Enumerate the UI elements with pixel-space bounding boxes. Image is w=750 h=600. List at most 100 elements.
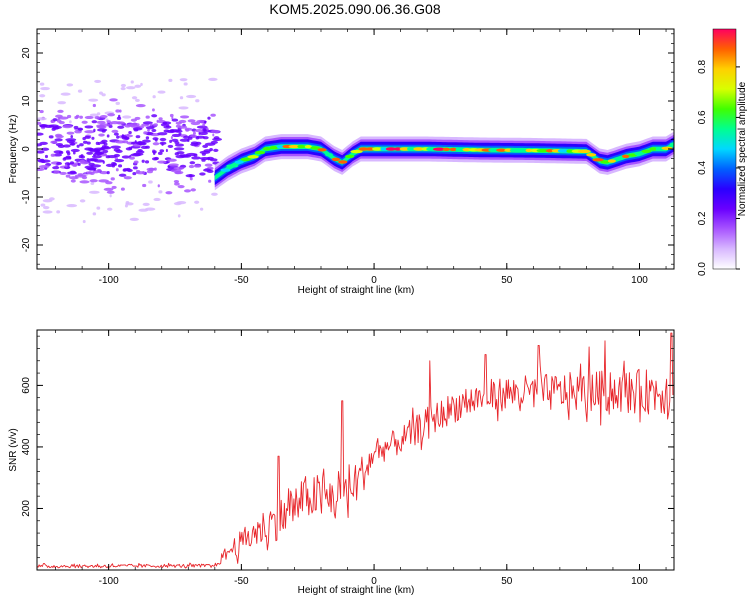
spectrogram-noise-cell — [122, 140, 129, 144]
spectrogram-noise-cell — [190, 188, 196, 192]
spectrogram-noise-cell — [130, 122, 140, 127]
spectrogram-noise-cell — [98, 124, 106, 129]
spectrogram-noise-cell — [117, 125, 125, 129]
snr-xtick-label: 100 — [631, 576, 648, 587]
spectrogram-noise-cell — [157, 151, 163, 155]
spectrogram-noise-cell — [38, 165, 50, 169]
spectrogram-noise-cell — [157, 90, 166, 94]
spectrogram-noise-cell — [202, 136, 209, 140]
spectrogram-noise-cell — [132, 127, 143, 131]
spectrogram-noise-cell — [145, 115, 150, 119]
spectrogram-noise-cell — [49, 197, 55, 201]
spectrogram-noise-cell — [40, 86, 50, 91]
spectrogram-noise-cell — [194, 129, 205, 133]
snr-frame — [36, 329, 675, 571]
spectrogram-trace-cell — [669, 142, 674, 146]
spectrogram-noise-cell — [98, 133, 105, 137]
snr-ytick-label: 600 — [21, 377, 32, 394]
spectrogram-noise-cell — [192, 131, 196, 135]
snr-panel: -100 -50 0 50 100 200 400 600 Height of straigh… — [8, 329, 675, 596]
spectrogram-noise-cell — [101, 139, 108, 143]
spectrogram-noise-cell — [122, 115, 132, 119]
spectrogram-noise-cell — [187, 136, 193, 140]
spectrogram-trace-cell — [234, 160, 244, 164]
spectrogram-noise-cell — [50, 140, 58, 144]
spectrogram-noise-cell — [107, 207, 113, 211]
spectrogram-noise-cell — [58, 120, 65, 125]
spectrogram-noise-cell — [79, 159, 86, 164]
spectrogram-noise-cell — [138, 208, 149, 212]
spectrogram-noise-cell — [70, 179, 76, 183]
spectrogram-noise-cell — [122, 168, 127, 172]
spectrogram-noise-cell — [74, 130, 82, 134]
spectrogram-noise-cell — [79, 180, 90, 184]
spectrogram-noise-cell — [51, 127, 56, 131]
spectrogram-noise-cell — [37, 143, 43, 147]
spectrogram-noise-cell — [175, 121, 182, 125]
spectrogram-noise-cell — [52, 166, 60, 170]
spectrogram-noise-cell — [159, 149, 165, 153]
spectrogram-noise-cell — [199, 150, 211, 154]
spectrogram-noise-cell — [149, 123, 153, 127]
spectrogram-noise-cell — [43, 206, 50, 210]
spectrogram-noise-cell — [106, 171, 110, 175]
spectrogram-ytick-label: 10 — [21, 95, 32, 107]
spectrogram-noise-cell — [74, 115, 79, 120]
spectrogram-noise-cell — [66, 204, 78, 208]
spectrogram-trace-cell — [304, 144, 312, 149]
spectrogram-noise-cell — [189, 161, 196, 165]
snr-xtick-label: -100 — [99, 576, 119, 587]
spectrogram-noise-cell — [178, 125, 188, 129]
spectrogram-noise-cell — [79, 115, 83, 119]
spectrogram-noise-cell — [77, 162, 81, 166]
spectrogram-noise-cell — [56, 161, 62, 166]
spectrogram-noise-cell — [56, 210, 61, 214]
spectrogram-noise-cell — [137, 148, 143, 153]
spectrogram-noise-cell — [191, 156, 201, 160]
spectrogram-noise-cell — [162, 121, 172, 125]
spectrogram-ytick-label: -10 — [21, 189, 32, 204]
spectrogram-noise-cell — [171, 116, 174, 120]
spectrogram-noise-cell — [153, 156, 159, 161]
spectrogram-noise-cell — [105, 155, 111, 159]
spectrogram-trace-cell — [350, 149, 363, 154]
spectrogram-noise-cell — [93, 153, 96, 157]
spectrogram-noise-cell — [121, 134, 125, 138]
spectrogram-noise-cell — [106, 190, 115, 194]
spectrogram-noise-cell — [37, 167, 45, 171]
spectrogram-noise-cell — [113, 148, 121, 152]
spectrogram-noise-cell — [208, 179, 212, 183]
spectrogram-noise-cell — [103, 152, 107, 157]
spectrogram-trace-cell — [262, 147, 271, 151]
spectrogram-noise-cell — [86, 141, 91, 145]
spectrogram-trace-cell — [247, 155, 259, 159]
spectrogram-noise-cell — [142, 202, 150, 206]
spectrogram-noise-cell — [69, 161, 75, 165]
spectrogram-trace-cell — [276, 144, 285, 149]
colorbar-tick-label: 0.6 — [697, 110, 708, 124]
spectrogram-noise-cell — [120, 86, 126, 91]
chart-title: KOM5.2025.090.06.36.G08 — [269, 1, 440, 17]
spectrogram-noise-cell — [89, 179, 98, 183]
spectrogram-noise-cell — [40, 158, 45, 162]
spectrogram-noise-cell — [190, 143, 199, 147]
spectrogram-noise-cell — [126, 168, 133, 173]
spectrogram-noise-cell — [153, 167, 157, 171]
spectrogram-noise-cell — [193, 153, 198, 157]
spectrogram-ytick-label: -20 — [21, 237, 32, 252]
spectrogram-noise-cell — [115, 101, 120, 106]
spectrogram-noise-cell — [114, 159, 125, 163]
spectrogram-noise-cell — [37, 132, 44, 136]
spectrogram-noise-cell — [57, 144, 65, 148]
spectrogram-noise-cell — [44, 154, 49, 159]
spectrogram-noise-cell — [66, 83, 74, 87]
spectrogram-noise-cell — [107, 113, 116, 117]
spectrogram-trace-cell — [226, 164, 239, 168]
spectrogram-noise-cell — [190, 121, 201, 126]
spectrogram-xtick-label: 100 — [631, 275, 648, 286]
spectrogram-noise-cell — [146, 167, 156, 171]
spectrogram-noise-cell — [88, 98, 99, 102]
spectrogram-noise-cell — [39, 124, 49, 128]
spectrogram-noise-cell — [133, 160, 139, 164]
